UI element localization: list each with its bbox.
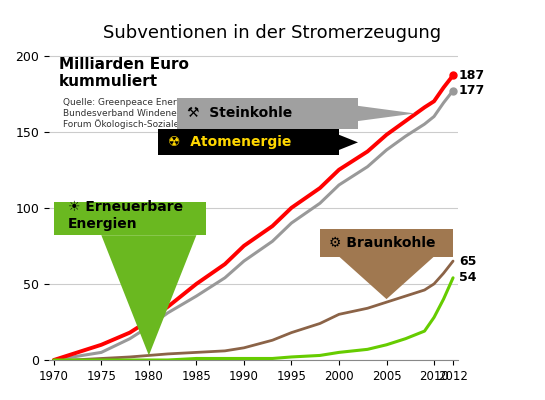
Text: 177: 177: [459, 84, 485, 97]
FancyBboxPatch shape: [320, 229, 453, 256]
Polygon shape: [101, 235, 196, 356]
Polygon shape: [339, 256, 434, 299]
Text: ☢  Atomenergie: ☢ Atomenergie: [168, 134, 291, 149]
Text: ⚒  Steinkohle: ⚒ Steinkohle: [187, 106, 292, 120]
FancyBboxPatch shape: [177, 98, 358, 129]
Text: Milliarden Euro: Milliarden Euro: [58, 57, 189, 72]
FancyBboxPatch shape: [54, 202, 206, 235]
Text: 65: 65: [459, 254, 476, 268]
Text: 54: 54: [459, 271, 476, 284]
Text: ☀ Erneuerbare
Energien: ☀ Erneuerbare Energien: [68, 200, 183, 230]
Polygon shape: [339, 135, 358, 150]
Text: Quelle: Greenpeace Energie,
Bundesverband Windenergie und
Forum Ökologisch-Sozia: Quelle: Greenpeace Energie, Bundesverban…: [63, 98, 253, 129]
FancyBboxPatch shape: [159, 129, 339, 154]
Text: kummuliert: kummuliert: [58, 74, 158, 89]
Text: 187: 187: [459, 69, 485, 82]
Text: ⚙ Braunkohle: ⚙ Braunkohle: [330, 236, 436, 250]
Text: Subventionen in der Stromerzeugung: Subventionen in der Stromerzeugung: [104, 24, 441, 42]
Polygon shape: [358, 106, 415, 121]
